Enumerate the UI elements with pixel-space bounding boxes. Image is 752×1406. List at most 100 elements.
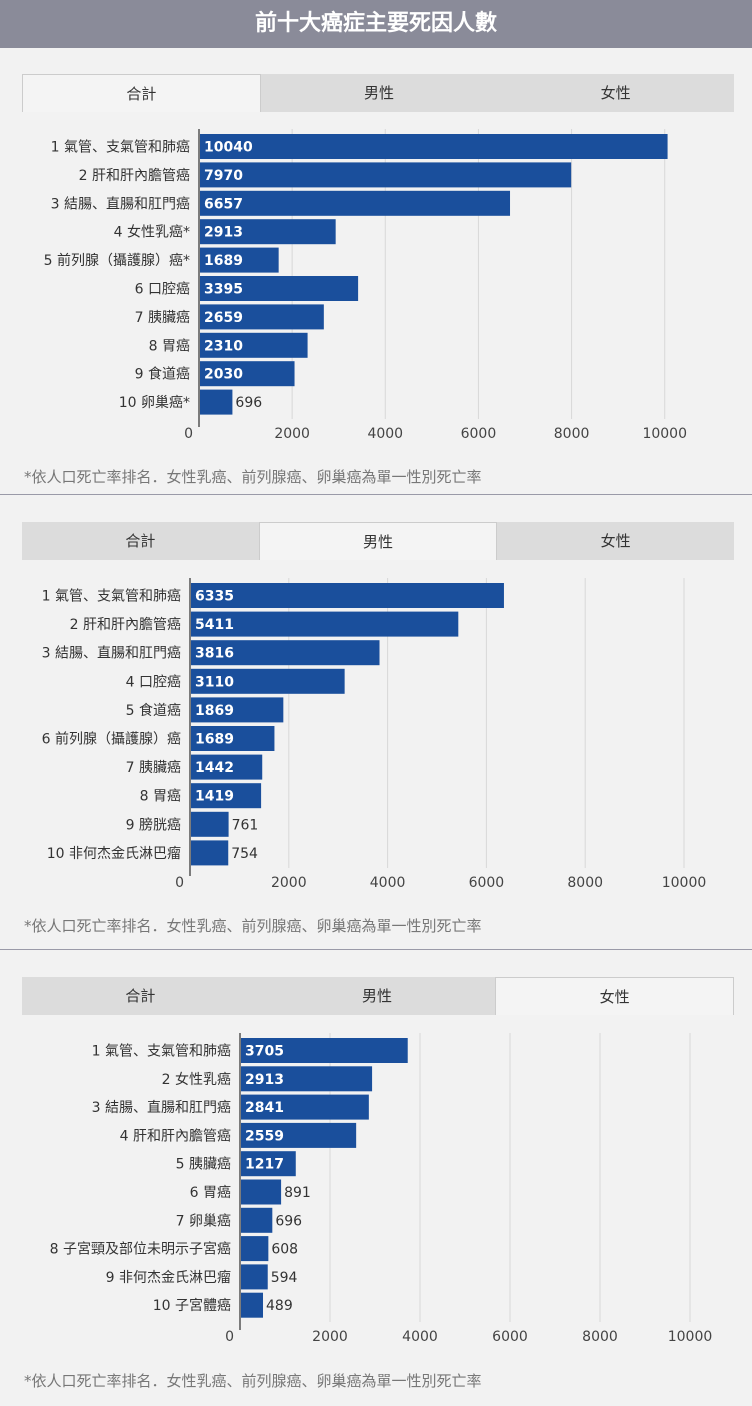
category-label: 1 氣管、支氣管和肺癌: [42, 589, 181, 605]
bar: [191, 583, 504, 608]
bar: [200, 162, 572, 188]
tab-male[interactable]: 男性: [362, 987, 393, 1005]
gender-tabs: 合計 男性 女性: [22, 74, 734, 112]
tab-total[interactable]: 合計: [125, 987, 156, 1005]
bar: [200, 361, 295, 387]
bar: [200, 134, 668, 159]
bar: [200, 332, 308, 358]
bar: [191, 697, 284, 723]
value-label: 10040: [204, 140, 253, 156]
bar: [191, 611, 459, 637]
value-label: 891: [284, 1185, 311, 1201]
value-label: 1689: [204, 253, 243, 269]
category-label: 3 結腸、直腸和肛門癌: [92, 1099, 231, 1116]
bar: [200, 219, 336, 245]
x-tick-label: 6000: [461, 426, 497, 442]
bar: [241, 1264, 268, 1290]
tab-female[interactable]: 女性: [600, 532, 631, 550]
value-label: 1689: [195, 732, 234, 748]
tab-male[interactable]: 男性: [258, 522, 498, 560]
bar: [200, 389, 233, 415]
category-label: 1 氣管、支氣管和肺癌: [92, 1044, 231, 1060]
value-label: 1442: [195, 760, 234, 776]
x-tick-label: 4000: [370, 875, 406, 891]
x-tick-label: 10000: [642, 426, 687, 442]
x-tick-label: 0: [175, 875, 184, 891]
bar: [241, 1066, 373, 1092]
value-label: 6335: [195, 589, 234, 605]
value-label: 1869: [195, 703, 234, 719]
panel-separator: [0, 949, 752, 950]
value-label: 761: [232, 817, 259, 833]
bar: [191, 754, 263, 780]
value-label: 754: [231, 846, 258, 862]
category-label: 7 胰臟癌: [135, 310, 190, 326]
category-label: 8 胃癌: [149, 338, 190, 354]
tab-total[interactable]: 合計: [125, 532, 156, 550]
category-label: 3 結腸、直腸和肛門癌: [51, 195, 190, 212]
value-label: 3816: [195, 646, 234, 662]
bar: [200, 276, 359, 301]
category-label: 5 前列腺（攝護腺）癌*: [44, 252, 190, 269]
footnote: *依人口死亡率排名．女性乳癌、前列腺癌、卵巢癌為單一性別死亡率: [24, 917, 482, 935]
page-title: 前十大癌症主要死因人數: [0, 0, 752, 48]
category-label: 3 結腸、直腸和肛門癌: [42, 645, 181, 662]
category-label: 4 肝和肝內膽管癌: [120, 1127, 231, 1144]
category-label: 4 口腔癌: [126, 674, 181, 690]
x-tick-label: 8000: [582, 1329, 618, 1345]
category-label: 5 胰臟癌: [176, 1157, 231, 1173]
category-label: 7 胰臟癌: [126, 760, 181, 776]
category-label: 9 食道癌: [135, 366, 190, 383]
category-label: 9 非何杰金氏淋巴瘤: [106, 1269, 231, 1286]
category-label: 2 肝和肝內膽管癌: [79, 167, 190, 184]
category-label: 7 卵巢癌: [176, 1213, 231, 1229]
value-label: 2559: [245, 1128, 284, 1144]
x-tick-label: 2000: [274, 426, 310, 442]
value-label: 696: [275, 1213, 302, 1229]
x-tick-label: 10000: [668, 1329, 713, 1345]
gender-tabs: 合計 男性 女性: [22, 522, 734, 560]
category-label: 8 子宮頸及部位未明示子宮癌: [50, 1242, 231, 1258]
category-label: 2 女性乳癌: [162, 1071, 231, 1088]
bar: [191, 811, 229, 837]
value-label: 7970: [204, 168, 243, 184]
category-label: 5 食道癌: [126, 702, 181, 719]
x-tick-label: 8000: [567, 875, 603, 891]
bar: [191, 668, 345, 694]
value-label: 3395: [204, 282, 243, 298]
bar: [200, 304, 324, 330]
footnote: *依人口死亡率排名．女性乳癌、前列腺癌、卵巢癌為單一性別死亡率: [24, 1372, 482, 1390]
value-label: 2030: [204, 367, 243, 383]
value-label: 2913: [245, 1072, 284, 1088]
x-tick-label: 8000: [554, 426, 590, 442]
bar: [191, 840, 229, 866]
category-label: 6 前列腺（攝護腺）癌: [42, 731, 181, 748]
value-label: 2841: [245, 1100, 284, 1116]
x-tick-label: 2000: [271, 875, 307, 891]
tab-female[interactable]: 女性: [600, 84, 631, 102]
bar: [200, 247, 279, 273]
value-label: 6657: [204, 196, 243, 212]
tab-female[interactable]: 女性: [495, 977, 735, 1015]
x-tick-label: 10000: [662, 875, 707, 891]
tab-male[interactable]: 男性: [364, 84, 395, 102]
bar: [241, 1292, 264, 1318]
bar: [200, 190, 511, 216]
x-tick-label: 0: [184, 426, 193, 442]
value-label: 2913: [204, 225, 243, 241]
value-label: 2659: [204, 310, 243, 326]
value-label: 1217: [245, 1157, 284, 1173]
x-tick-label: 4000: [402, 1329, 438, 1345]
tab-total[interactable]: 合計: [22, 74, 261, 112]
category-label: 6 胃癌: [190, 1185, 231, 1201]
category-label: 9 膀胱癌: [126, 816, 181, 833]
category-label: 10 卵巢癌*: [119, 395, 190, 411]
value-label: 1419: [195, 789, 234, 805]
bar: [191, 783, 262, 809]
bar: [241, 1122, 357, 1148]
value-label: 3110: [195, 674, 234, 690]
x-tick-label: 2000: [312, 1329, 348, 1345]
